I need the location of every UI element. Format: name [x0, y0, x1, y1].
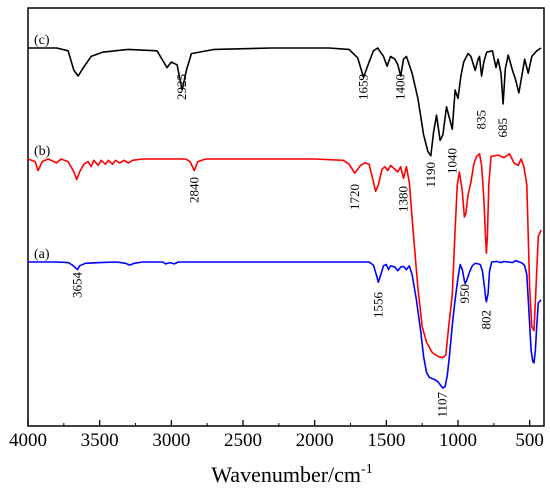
- x-tick-label: 3000: [152, 430, 190, 451]
- peak-label-1720: 1720: [347, 184, 362, 210]
- series-line-c: [28, 47, 542, 157]
- x-tick-label: 4000: [9, 430, 47, 451]
- peak-label-1190: 1190: [423, 162, 438, 188]
- plot-frame: [27, 7, 545, 427]
- x-tick-label: 1500: [367, 430, 405, 451]
- peak-label-2840: 2840: [186, 177, 201, 203]
- x-tick-label: 3500: [81, 430, 119, 451]
- peak-label-802: 802: [478, 310, 493, 330]
- peak-label-1659: 1659: [356, 74, 371, 100]
- peak-label-950: 950: [457, 284, 472, 304]
- series-label-b: (b): [34, 144, 51, 159]
- x-tick-label: 1000: [439, 430, 477, 451]
- peak-label-1107: 1107: [435, 392, 450, 418]
- x-tick-label: 2500: [224, 430, 262, 451]
- x-axis-ticks: 4000 3500 3000 2500 2000 1500 1000 500: [9, 420, 544, 451]
- x-axis-title: Wavenumber/cm-1: [211, 462, 372, 487]
- peak-label-1556: 1556: [370, 292, 385, 319]
- peak-label-1380: 1380: [396, 186, 411, 212]
- peak-label-1040: 1040: [444, 148, 459, 174]
- x-axis-title-superscript: -1: [361, 462, 373, 477]
- peak-label-3654: 3654: [70, 272, 85, 299]
- series-line-a: [28, 259, 542, 389]
- series-line-b: [27, 153, 542, 359]
- peak-label-1400: 1400: [393, 74, 408, 100]
- annotation-layer: (c) (b) (a) 2925 1659 1400 1190 1040 835 685 2840 1…: [34, 33, 510, 418]
- series-label-a: (a): [34, 247, 50, 262]
- series-label-c: (c): [34, 33, 50, 48]
- x-tick-label: 500: [515, 430, 544, 451]
- peak-label-2925: 2925: [174, 74, 189, 100]
- peak-label-685: 685: [495, 118, 510, 138]
- peak-label-835: 835: [474, 110, 489, 130]
- x-tick-label: 2000: [296, 430, 334, 451]
- series-layer: [27, 47, 542, 389]
